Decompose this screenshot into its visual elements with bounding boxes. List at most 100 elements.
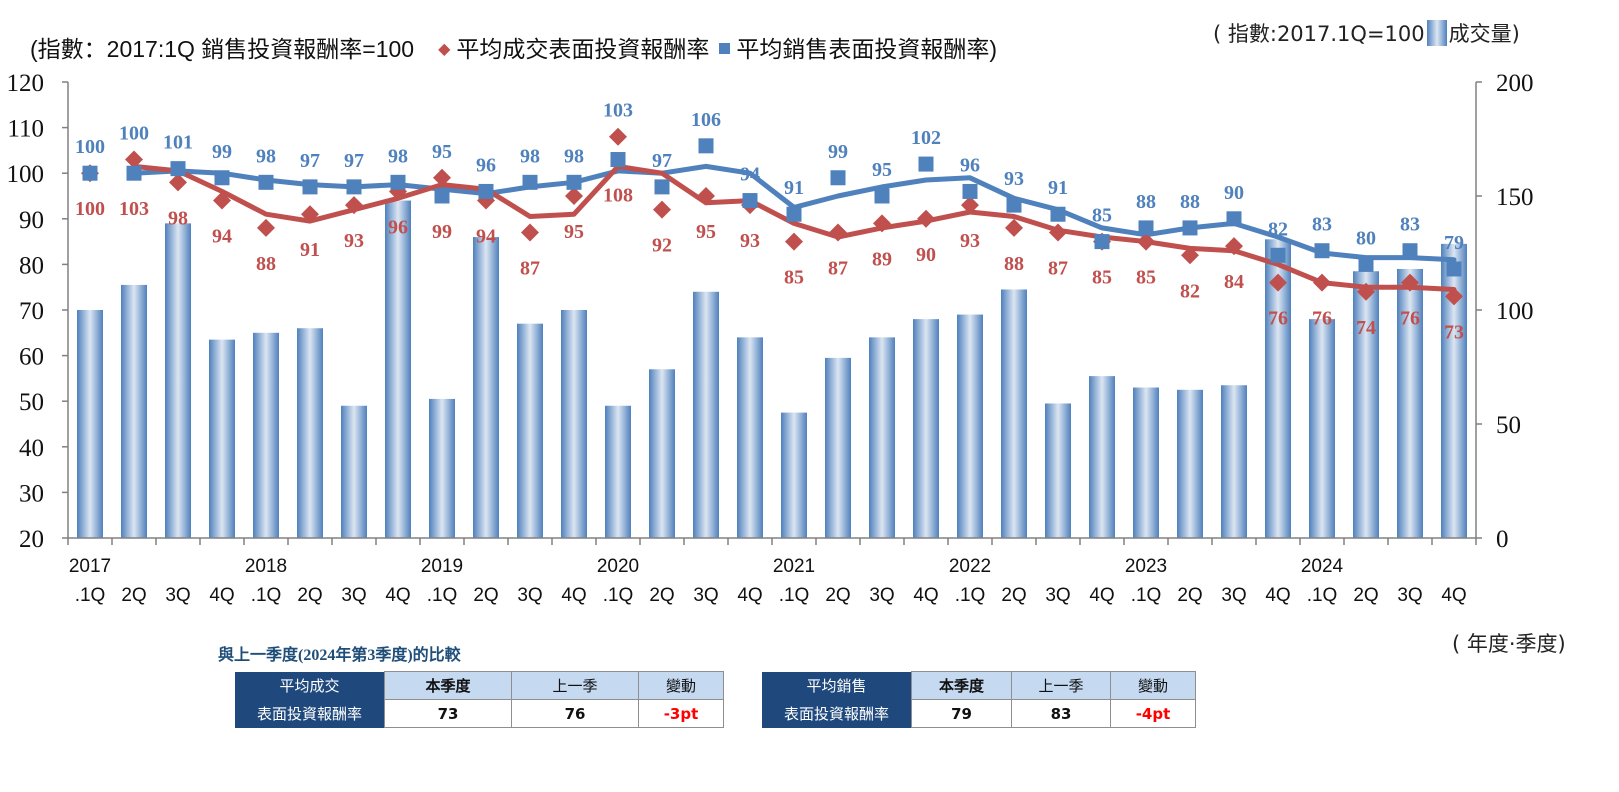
transaction-diamond-marker: [653, 200, 671, 219]
transaction-data-label: 93: [740, 230, 760, 252]
sales-square-marker: [874, 188, 890, 204]
x-axis-quarter-label: 4Q: [913, 585, 938, 606]
volume-bar: [561, 310, 587, 538]
left-axis-tick-label: 60: [19, 344, 44, 371]
x-axis-quarter-label: .1Q: [251, 585, 282, 606]
x-axis-quarter-label: 4Q: [385, 585, 410, 606]
row-label-line1: 平均成交: [235, 671, 385, 700]
sales-data-label: 94: [740, 164, 760, 186]
transaction-diamond-marker: [1401, 273, 1419, 292]
volume-bar: [869, 337, 895, 538]
left-axis-tick-label: 40: [19, 435, 44, 462]
transaction-diamond-marker: [961, 196, 979, 215]
transaction-data-label: 93: [344, 230, 364, 252]
x-axis-quarter-label: 4Q: [1089, 585, 1114, 606]
volume-bar: [209, 339, 235, 538]
transaction-diamond-marker: [1137, 232, 1155, 251]
transaction-diamond-marker: [125, 150, 143, 169]
sales-square-marker: [918, 156, 934, 172]
volume-bar: [1001, 289, 1027, 538]
transaction-data-label: 94: [476, 226, 496, 248]
x-axis-quarter-label: 2Q: [825, 585, 850, 606]
sales-square-marker: [478, 183, 494, 199]
previous-value: 76: [511, 699, 639, 728]
x-axis-quarter-label: 4Q: [561, 585, 586, 606]
previous-value: 83: [1011, 699, 1111, 728]
sales-data-label: 98: [564, 145, 584, 167]
change-value: -3pt: [638, 699, 724, 728]
transaction-data-label: 98: [168, 207, 188, 229]
sales-square-marker: [742, 193, 758, 209]
sales-data-label: 91: [784, 177, 804, 199]
sales-square-marker: [610, 152, 626, 168]
transaction-data-label: 88: [1004, 253, 1024, 275]
right-axis-tick-label: 50: [1496, 412, 1521, 439]
current-value: 73: [384, 699, 512, 728]
sales-square-marker: [830, 170, 846, 186]
volume-bar: [957, 314, 983, 538]
volume-bar: [649, 369, 675, 538]
transaction-data-label: 99: [432, 221, 452, 243]
volume-bar: [693, 291, 719, 538]
sales-data-label: 80: [1356, 227, 1376, 249]
sales-square-marker: [1314, 243, 1330, 259]
x-axis-quarter-label: .1Q: [1307, 585, 1338, 606]
sales-square-marker: [566, 174, 582, 190]
transaction-diamond-marker: [565, 187, 583, 205]
sales-square-marker: [1270, 247, 1286, 263]
change-value: -4pt: [1110, 699, 1196, 728]
col-change: 變動: [1110, 671, 1196, 700]
transaction-diamond-marker: [1049, 223, 1067, 242]
transaction-data-label: 93: [960, 230, 980, 252]
transaction-data-label: 87: [1048, 257, 1068, 279]
volume-bar: [913, 319, 939, 538]
volume-bar: [1177, 389, 1203, 538]
volume-bar: [737, 337, 763, 538]
transaction-diamond-marker: [433, 168, 451, 187]
sales-square-marker: [1050, 206, 1066, 222]
transaction-data-label: 92: [652, 235, 672, 257]
x-axis-year-label: 2024: [1301, 556, 1344, 577]
transaction-data-label: 84: [1224, 271, 1244, 293]
sales-square-marker: [258, 174, 274, 190]
transaction-data-label: 95: [564, 221, 584, 243]
volume-bar: [385, 200, 411, 538]
sales-data-label: 97: [652, 150, 672, 172]
sales-data-label: 99: [828, 141, 848, 163]
sales-data-label: 83: [1312, 214, 1332, 236]
transaction-diamond-marker: [785, 232, 803, 251]
sales-data-label: 98: [388, 145, 408, 167]
x-axis-quarter-label: .1Q: [1131, 585, 1162, 606]
sales-data-label: 101: [163, 132, 193, 154]
col-current: 本季度: [911, 671, 1012, 700]
volume-bar: [341, 405, 367, 538]
transaction-diamond-marker: [1005, 218, 1023, 237]
x-axis-quarter-label: 3Q: [869, 585, 894, 606]
transaction-diamond-marker: [697, 187, 715, 205]
x-axis-quarter-label: .1Q: [955, 585, 986, 606]
volume-bar: [165, 223, 191, 539]
sales-square-marker: [1358, 256, 1374, 272]
diamond-marker-icon: ◆: [438, 41, 451, 58]
sales-square-marker: [346, 179, 362, 195]
volume-bar: [253, 332, 279, 538]
x-axis-quarter-label: .1Q: [427, 585, 458, 606]
volume-bar: [1353, 271, 1379, 538]
sales-data-label: 88: [1136, 191, 1156, 213]
volume-bar: [1133, 387, 1159, 538]
sales-square-marker: [1182, 220, 1198, 236]
x-axis-quarter-label: 2Q: [1001, 585, 1026, 606]
sales-data-label: 95: [432, 141, 452, 163]
sales-data-label: 97: [300, 150, 320, 172]
transaction-data-label: 76: [1312, 308, 1332, 330]
transaction-data-label: 91: [300, 239, 320, 261]
transaction-data-label: 88: [256, 253, 276, 275]
volume-bar: [1397, 268, 1423, 538]
chart-legend-left: (指數：2017:1Q 銷售投資報酬率=100 ◆ 平均成交表面投資報酬率 平均銷售表…: [30, 30, 997, 64]
left-axis-tick-label: 110: [7, 116, 44, 143]
transaction-diamond-marker: [1313, 273, 1331, 292]
sales-square-marker: [214, 170, 230, 186]
index-base-note: (指數：2017:1Q 銷售投資報酬率=100: [30, 36, 415, 62]
x-axis-quarter-label: 3Q: [341, 585, 366, 606]
comparison-title: 與上一季度(2024年第3季度)的比較: [218, 647, 461, 664]
